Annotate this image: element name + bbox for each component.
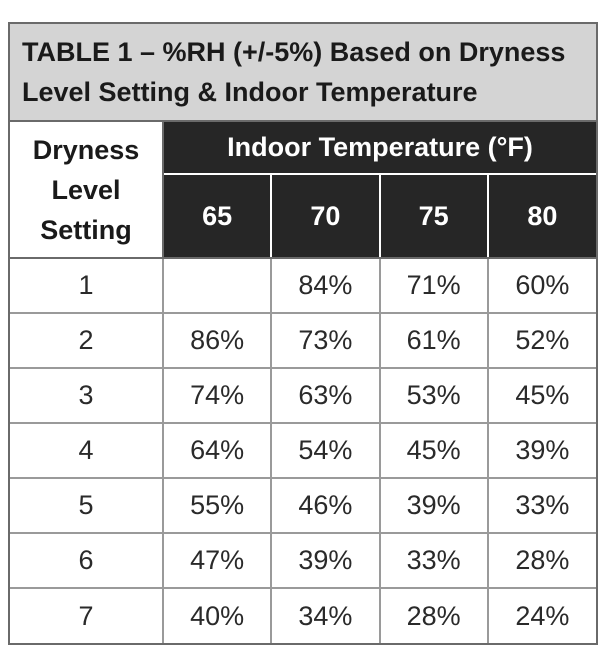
table-cell: 28% xyxy=(487,533,596,589)
table-row: 1 84% 71% 60% xyxy=(10,258,596,314)
row-setting-cell: 3 xyxy=(10,368,164,424)
table-cell: 52% xyxy=(487,313,596,369)
table-cell: 64% xyxy=(163,423,273,479)
table-cell: 63% xyxy=(271,368,381,424)
dryness-level-setting-header: Dryness Level Setting xyxy=(10,122,164,259)
column-header-65: 65 xyxy=(163,174,273,259)
table-row: 5 55% 46% 39% 33% xyxy=(10,478,596,534)
table-title-line-2: Level Setting & Indoor Temperature xyxy=(22,77,478,107)
table-cell: 28% xyxy=(379,588,489,643)
column-header-70: 70 xyxy=(271,174,381,259)
table-cell: 47% xyxy=(163,533,273,589)
table-cell: 53% xyxy=(379,368,489,424)
table-row: 2 86% 73% 61% 52% xyxy=(10,313,596,369)
table-cell: 45% xyxy=(379,423,489,479)
table-cell: 54% xyxy=(271,423,381,479)
table-row: 7 40% 34% 28% 24% xyxy=(10,588,596,643)
table-cell: 61% xyxy=(379,313,489,369)
row-setting-cell: 1 xyxy=(10,258,164,314)
row-header-line-1: Dryness xyxy=(32,134,140,165)
table-body: 1 84% 71% 60% 2 86% 73% 61% 52% 3 74% 63% 53% 45% 4 64%… xyxy=(10,258,596,643)
table-cell: 40% xyxy=(163,588,273,643)
table-cell: 24% xyxy=(515,600,570,631)
column-header-75: 75 xyxy=(379,174,489,259)
table-cell: 73% xyxy=(271,313,381,369)
table-title-line-1: TABLE 1 – %RH (+/-5%) Based on Dryness xyxy=(22,37,566,67)
table-cell: 39% xyxy=(487,423,596,479)
row-setting-cell: 4 xyxy=(10,423,164,479)
indoor-temperature-header: Indoor Temperature (°F) xyxy=(163,122,596,175)
row-setting-cell: 6 xyxy=(10,533,164,589)
table-row: 6 47% 39% 33% 28% xyxy=(10,533,596,589)
row-setting-cell: 2 xyxy=(10,313,164,369)
data-table: Dryness Level Setting Indoor Temperature… xyxy=(10,122,596,643)
row-header-line-3: Setting xyxy=(40,214,132,245)
table-cell: 86% xyxy=(163,313,273,369)
table-cell: 84% xyxy=(271,258,381,314)
table-cell: 60% xyxy=(487,258,596,314)
table-cell: 74% xyxy=(163,368,273,424)
table-row: 3 74% 63% 53% 45% xyxy=(10,368,596,424)
column-header-80: 80 xyxy=(487,174,596,259)
table-cell xyxy=(163,258,273,314)
table-row: 4 64% 54% 45% 39% xyxy=(10,423,596,479)
row-header-line-2: Level xyxy=(51,174,121,205)
table-cell: 71% xyxy=(379,258,489,314)
table-cell: 39% xyxy=(271,533,381,589)
table-cell: 45% xyxy=(487,368,596,424)
table-cell: 34% xyxy=(271,588,381,643)
table-title: TABLE 1 – %RH (+/-5%) Based on Dryness L… xyxy=(10,24,596,122)
table-cell: 33% xyxy=(487,478,596,534)
table-cell: 55% xyxy=(163,478,273,534)
table-cell: 46% xyxy=(271,478,381,534)
table-cell: 39% xyxy=(379,478,489,534)
row-setting-cell: 5 xyxy=(10,478,164,534)
row-setting-cell: 7 xyxy=(10,588,164,643)
table-cell: 33% xyxy=(379,533,489,589)
rh-table: TABLE 1 – %RH (+/-5%) Based on Dryness L… xyxy=(8,22,598,645)
